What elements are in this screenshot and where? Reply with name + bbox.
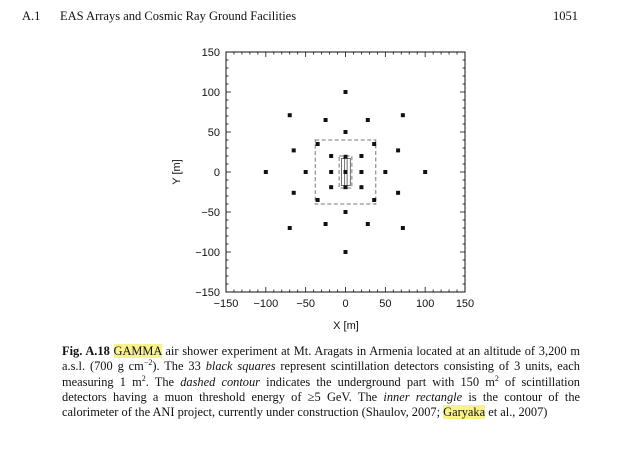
dashed-outer-contour bbox=[314, 139, 377, 205]
detector-square bbox=[287, 226, 292, 230]
detector-square bbox=[400, 226, 405, 230]
section-number: A.1 bbox=[22, 9, 41, 23]
detector-square bbox=[359, 170, 364, 174]
x-tick-label: −150 bbox=[214, 298, 239, 310]
detector-square bbox=[323, 118, 328, 122]
detector-square bbox=[329, 185, 334, 190]
x-tick-label: 0 bbox=[342, 298, 348, 310]
figure-caption: Fig. A.18 GAMMA air shower experiment at… bbox=[62, 344, 580, 420]
caption-em-dashed-contour: dashed contour bbox=[180, 374, 261, 389]
x-tick-label: −50 bbox=[296, 298, 315, 310]
detector-points bbox=[263, 90, 428, 254]
detector-square bbox=[263, 170, 268, 174]
caption-text-4: . The bbox=[145, 374, 181, 389]
x-axis-label: X [m] bbox=[333, 320, 359, 332]
x-tick-label: 150 bbox=[456, 298, 474, 310]
detector-square bbox=[365, 222, 370, 226]
caption-sup-2: 2 bbox=[141, 373, 146, 383]
x-tick-label: −100 bbox=[253, 298, 278, 310]
y-tick-labels: 150 100 50 0 −50 −100 −150 bbox=[195, 47, 220, 299]
detector-square bbox=[343, 90, 348, 94]
caption-text-1: air shower experiment at Mt. Aragats in … bbox=[62, 344, 580, 374]
detector-square bbox=[291, 190, 296, 195]
detector-square bbox=[396, 148, 401, 153]
y-tick-label: 100 bbox=[202, 87, 220, 99]
section-title: EAS Arrays and Cosmic Ray Ground Facilit… bbox=[60, 9, 297, 23]
page-number: 1051 bbox=[553, 9, 578, 23]
detector-square bbox=[287, 113, 292, 118]
detector-square bbox=[359, 185, 364, 190]
caption-em-inner-rectangle: inner rectangle bbox=[383, 389, 463, 404]
y-tick-label: −100 bbox=[195, 247, 220, 259]
detector-square bbox=[365, 118, 370, 122]
detector-square bbox=[400, 113, 405, 118]
detector-square bbox=[303, 170, 308, 174]
y-tick-label: 150 bbox=[202, 47, 220, 59]
figure-label: Fig. A.18 bbox=[62, 344, 110, 358]
detector-square bbox=[315, 142, 320, 146]
detector-square bbox=[315, 198, 320, 202]
y-tick-label: 0 bbox=[214, 167, 220, 179]
caption-sup-1: −2 bbox=[143, 358, 153, 368]
detector-square bbox=[343, 170, 348, 174]
caption-em-black-squares: black squares bbox=[205, 359, 276, 374]
detector-square bbox=[323, 222, 328, 226]
major-ticks bbox=[225, 51, 466, 293]
y-tick-label: 50 bbox=[208, 127, 220, 139]
y-tick-label: −150 bbox=[195, 287, 220, 299]
detector-square bbox=[423, 170, 428, 174]
detector-square bbox=[291, 148, 296, 153]
detector-square bbox=[372, 142, 377, 146]
caption-text-6: of scintillation detectors having a muon… bbox=[62, 374, 580, 404]
caption-text-8: et al., 2007) bbox=[485, 405, 548, 420]
caption-sup-3: 2 bbox=[494, 373, 499, 383]
detector-square bbox=[343, 154, 348, 159]
caption-text-2: ). The 33 bbox=[152, 359, 206, 374]
y-tick-label: −50 bbox=[201, 207, 220, 219]
x-tick-label: 100 bbox=[416, 298, 434, 310]
detector-square bbox=[372, 198, 377, 202]
detector-square bbox=[329, 154, 334, 158]
minor-ticks bbox=[226, 52, 465, 292]
caption-text-7: is the contour of the calorimeter of the… bbox=[62, 389, 581, 420]
highlight-garyaka[interactable]: Garyaka bbox=[443, 405, 486, 420]
caption-text-3: represent scintillation detectors consis… bbox=[62, 359, 580, 389]
detector-square bbox=[329, 170, 334, 174]
detector-square bbox=[343, 210, 348, 214]
dashed-inner-rectangle bbox=[338, 155, 353, 189]
x-tick-labels: −150 −100 −50 0 50 100 150 bbox=[214, 298, 475, 310]
page-header: A.1 EAS Arrays and Cosmic Ray Ground Fac… bbox=[22, 9, 578, 25]
detector-square bbox=[383, 170, 388, 174]
caption-text-5: indicates the underground part with 150 … bbox=[260, 374, 495, 389]
x-tick-label: 50 bbox=[379, 298, 391, 310]
detector-square bbox=[343, 130, 348, 134]
calorimeter-contour bbox=[346, 158, 351, 186]
detector-square bbox=[343, 185, 348, 190]
detector-layout-chart: −150 −100 −50 0 50 100 150 150100500−50−100−15… bbox=[171, 47, 475, 332]
highlight-gamma[interactable]: GAMMA bbox=[113, 344, 162, 358]
y-axis-label: Y [m] bbox=[171, 159, 183, 184]
detector-square bbox=[343, 250, 348, 254]
detector-square bbox=[359, 154, 364, 158]
detector-square bbox=[396, 190, 401, 195]
